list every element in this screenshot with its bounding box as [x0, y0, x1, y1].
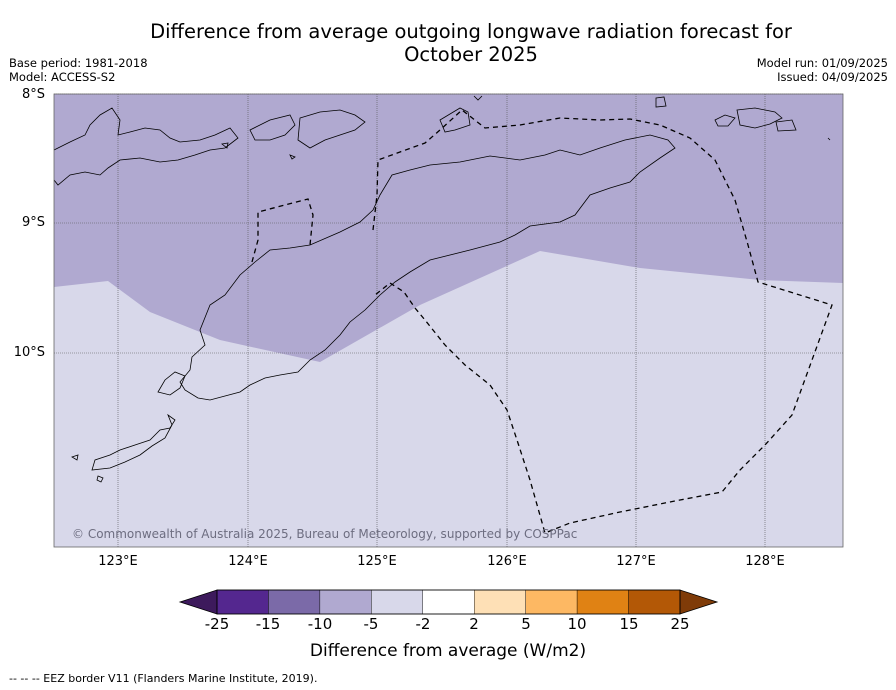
colorbar-segment — [525, 589, 578, 615]
colorbar-tick: 2 — [469, 615, 479, 633]
title-line-1: Difference from average outgoing longwav… — [150, 20, 792, 43]
model-name: Model: ACCESS-S2 — [9, 70, 116, 84]
map-band-dark — [54, 94, 843, 362]
lat-label-9s: 9°S — [21, 215, 45, 230]
lon-label-124e: 124°E — [228, 554, 268, 569]
eez-border — [251, 109, 833, 534]
colorbar-segment — [371, 589, 423, 615]
colorbar-segment — [576, 589, 629, 615]
colorbar-segment — [319, 589, 372, 615]
model-run: Model run: 01/09/2025 — [756, 56, 888, 70]
base-period: Base period: 1981-2018 — [9, 56, 148, 70]
lon-label-123e: 123°E — [98, 554, 138, 569]
colorbar-label: Difference from average (W/m2) — [309, 641, 587, 661]
colorbar-tick: -25 — [204, 615, 230, 633]
lat-label-8s: 8°S — [21, 87, 45, 102]
colorbar-extend-high — [680, 590, 717, 614]
meta-left: Base period: 1981-2018 Model: ACCESS-S2 — [9, 56, 148, 84]
lon-label-128e: 128°E — [745, 554, 785, 569]
colorbar-tick: -10 — [307, 615, 333, 633]
lat-label-10s: 10°S — [13, 345, 45, 360]
colorbar-tick: -2 — [415, 615, 431, 633]
colorbar — [178, 589, 719, 615]
colorbar-tick: 10 — [567, 615, 587, 633]
colorbar-segment — [268, 589, 321, 615]
coastlines — [53, 95, 831, 483]
colorbar-tick: 25 — [670, 615, 690, 633]
colorbar-tick: 5 — [521, 615, 531, 633]
footnote-eez: -- -- -- EEZ border V11 (Flanders Marine… — [9, 672, 318, 685]
issued-date: Issued: 04/09/2025 — [777, 70, 888, 84]
lon-label-125e: 125°E — [357, 554, 397, 569]
colorbar-tick: -15 — [255, 615, 281, 633]
lon-label-127e: 127°E — [616, 554, 656, 569]
map-frame — [53, 93, 844, 548]
colorbar-tick: -5 — [363, 615, 379, 633]
colorbar-segment — [474, 589, 526, 615]
colorbar-segment — [628, 589, 681, 615]
copyright-notice: © Commonwealth of Australia 2025, Bureau… — [72, 527, 578, 541]
title-line-2: October 2025 — [404, 43, 538, 66]
meta-right: Model run: 01/09/2025 Issued: 04/09/2025 — [757, 56, 888, 84]
chart-title: Difference from average outgoing longwav… — [0, 20, 896, 66]
colorbar-tick: 15 — [619, 615, 639, 633]
colorbar-segment — [216, 589, 269, 615]
lon-label-126e: 126°E — [487, 554, 527, 569]
colorbar-segment — [422, 589, 475, 615]
colorbar-extend-low — [180, 590, 217, 614]
